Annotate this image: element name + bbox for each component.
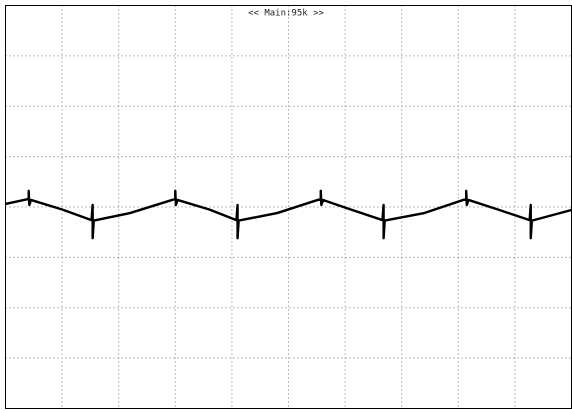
waveform: [5, 189, 572, 240]
chart-title: << Main:95k >>: [248, 9, 324, 19]
